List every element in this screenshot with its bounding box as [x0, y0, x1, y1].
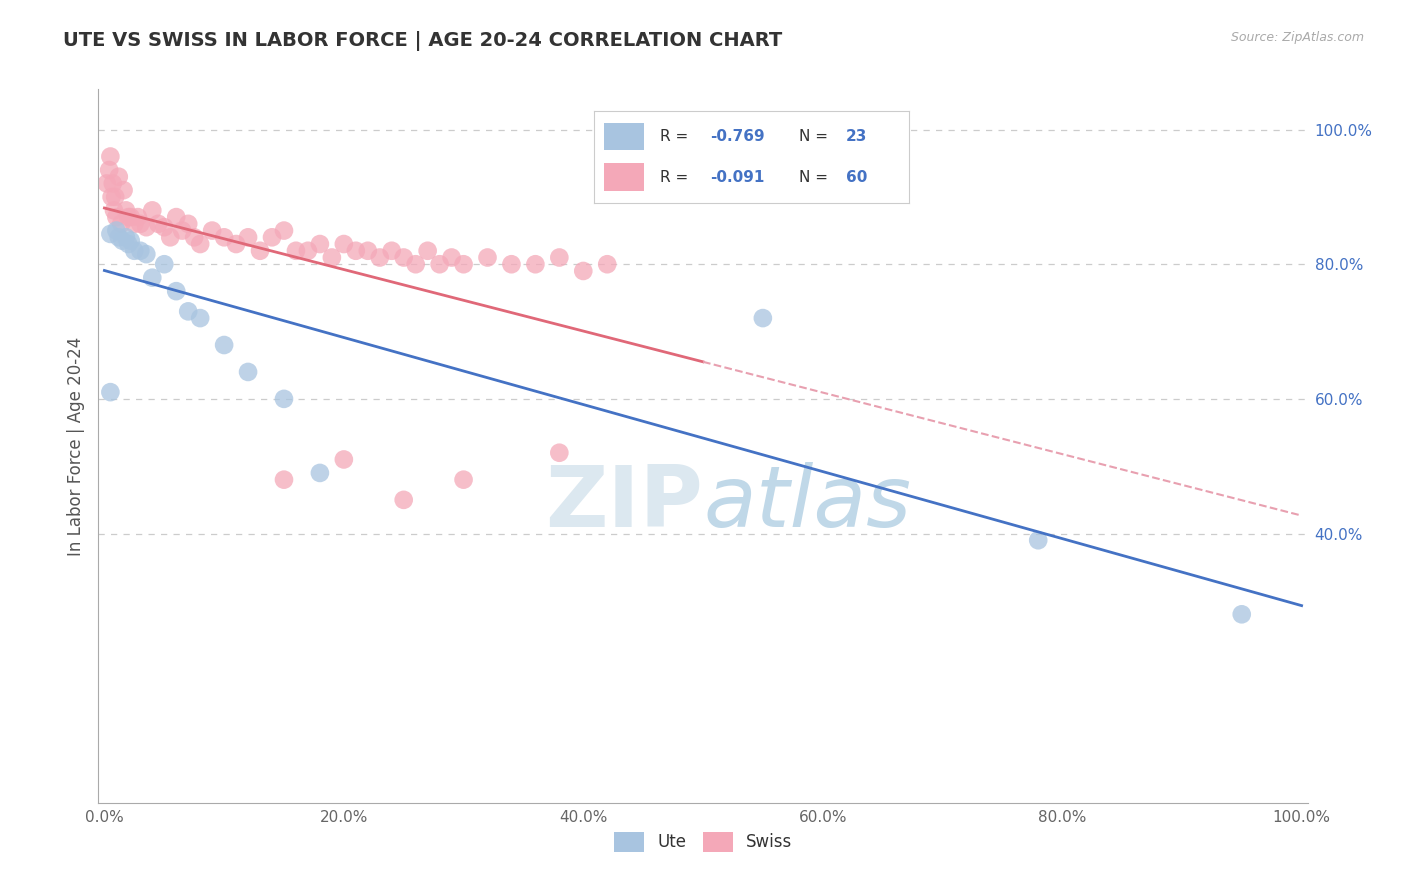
Point — [165, 210, 187, 224]
Point — [104, 190, 127, 204]
Text: ZIP: ZIP — [546, 461, 703, 545]
Point — [127, 210, 149, 224]
Point — [100, 190, 122, 204]
Point — [120, 234, 142, 248]
Point — [188, 237, 211, 252]
Point — [212, 230, 235, 244]
Point — [120, 210, 142, 224]
Point — [107, 230, 129, 244]
Point — [273, 223, 295, 237]
Point — [105, 223, 128, 237]
Point — [524, 257, 547, 271]
Point — [172, 223, 194, 237]
Point — [344, 244, 367, 258]
Point — [100, 385, 122, 400]
Point — [284, 244, 307, 258]
Point — [260, 230, 283, 244]
Point — [117, 210, 139, 224]
Point — [453, 257, 475, 271]
Point — [98, 163, 121, 178]
Point — [212, 338, 235, 352]
Point — [501, 257, 523, 271]
Point — [273, 392, 295, 406]
Point — [249, 244, 271, 258]
Point — [477, 251, 499, 265]
Text: Source: ZipAtlas.com: Source: ZipAtlas.com — [1230, 31, 1364, 45]
Point — [153, 220, 176, 235]
Point — [188, 311, 211, 326]
Point — [453, 473, 475, 487]
Point — [1026, 533, 1049, 548]
Point — [596, 257, 619, 271]
Point — [321, 251, 343, 265]
Point — [135, 220, 157, 235]
Point — [165, 284, 187, 298]
Point — [225, 237, 247, 252]
Point — [309, 237, 332, 252]
Point — [236, 230, 259, 244]
Point — [110, 217, 132, 231]
Point — [548, 251, 571, 265]
Point — [100, 149, 122, 163]
Point — [440, 251, 463, 265]
Point — [177, 217, 200, 231]
Y-axis label: In Labor Force | Age 20-24: In Labor Force | Age 20-24 — [66, 336, 84, 556]
Point — [141, 270, 163, 285]
Point — [183, 230, 205, 244]
Point — [381, 244, 404, 258]
Point — [135, 247, 157, 261]
Point — [333, 452, 356, 467]
Point — [129, 217, 152, 231]
Point — [405, 257, 427, 271]
Point — [148, 217, 170, 231]
Point — [115, 230, 138, 244]
Point — [101, 177, 124, 191]
Point — [416, 244, 439, 258]
Point — [141, 203, 163, 218]
Point — [236, 365, 259, 379]
Point — [153, 257, 176, 271]
Point — [159, 230, 181, 244]
Point — [392, 251, 415, 265]
Point — [357, 244, 380, 258]
Point — [129, 244, 152, 258]
Point — [429, 257, 451, 271]
Point — [103, 203, 125, 218]
Point — [115, 203, 138, 218]
Point — [117, 237, 139, 252]
Point — [309, 466, 332, 480]
Text: UTE VS SWISS IN LABOR FORCE | AGE 20-24 CORRELATION CHART: UTE VS SWISS IN LABOR FORCE | AGE 20-24 … — [63, 31, 783, 51]
Point — [112, 183, 135, 197]
Point — [177, 304, 200, 318]
Point — [105, 210, 128, 224]
Point — [333, 237, 356, 252]
Point — [1230, 607, 1253, 622]
Point — [124, 217, 146, 231]
Point — [273, 473, 295, 487]
Point — [107, 169, 129, 184]
Point — [111, 234, 134, 248]
Point — [297, 244, 319, 258]
Legend: Ute, Swiss: Ute, Swiss — [607, 825, 799, 859]
Text: atlas: atlas — [703, 461, 911, 545]
Point — [100, 227, 122, 241]
Point — [201, 223, 224, 237]
Point — [548, 446, 571, 460]
Point — [96, 177, 118, 191]
Point — [392, 492, 415, 507]
Point — [368, 251, 391, 265]
Point — [752, 311, 775, 326]
Point — [572, 264, 595, 278]
Point — [124, 244, 146, 258]
